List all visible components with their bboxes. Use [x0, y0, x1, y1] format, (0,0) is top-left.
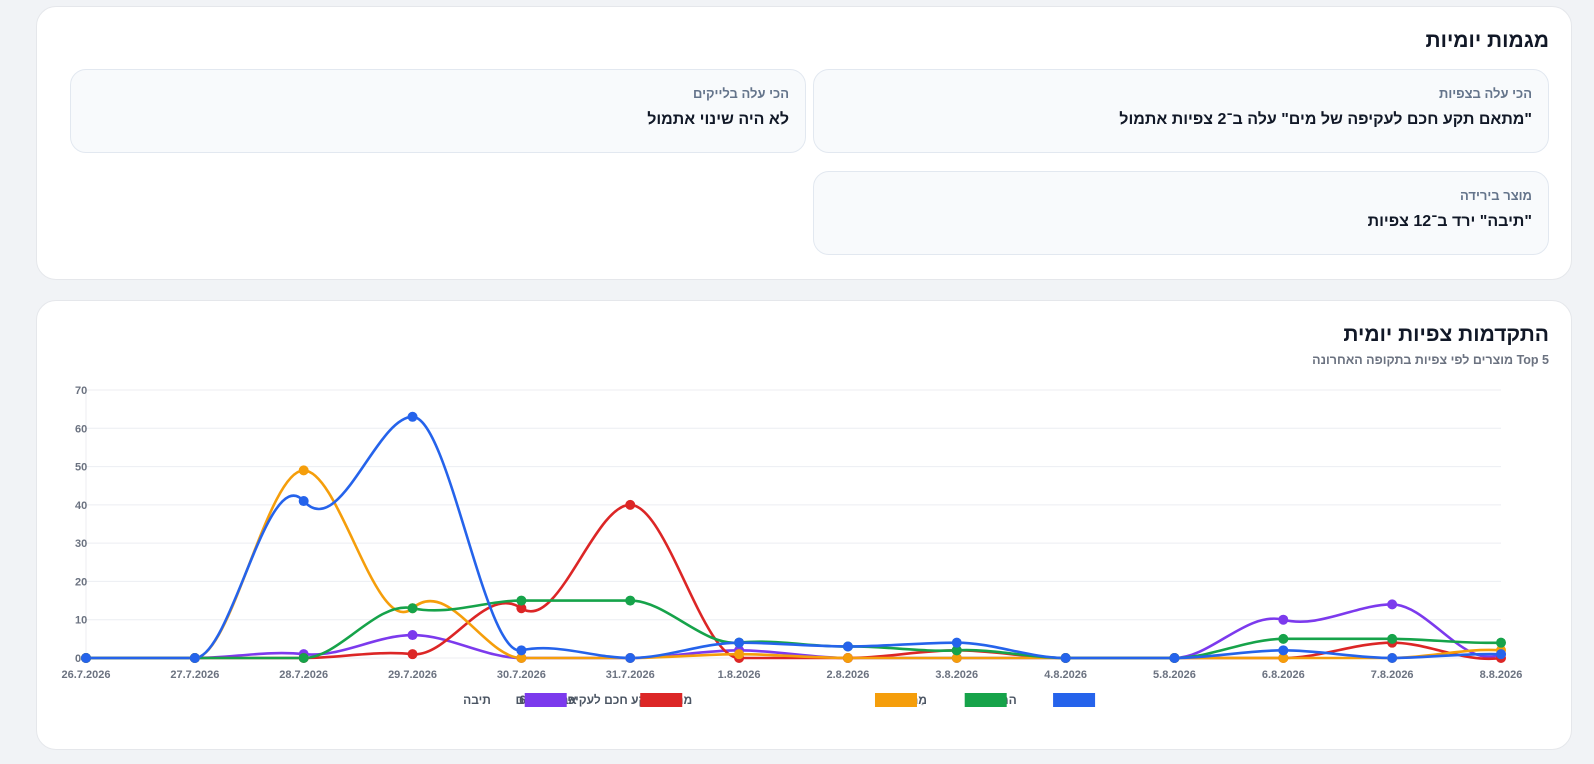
- daily-views-chart-card: התקדמות צפיות יומית Top 5 מוצרים לפי צפי…: [36, 300, 1572, 750]
- y-tick-label: 60: [75, 423, 87, 435]
- x-tick-label: 2.8.2026: [827, 669, 870, 681]
- x-tick-label: 30.7.2026: [497, 669, 546, 681]
- top-views-tile: הכי עלה בצפיות "מתאם תקע חכם לעקיפה של מ…: [813, 69, 1549, 153]
- data-point: [1496, 637, 1506, 648]
- x-tick-label: 8.8.2026: [1480, 669, 1523, 681]
- data-point: [516, 603, 527, 614]
- declining-product-tile: מוצר בירידה "תיבה" ירד ב־12 צפיות: [813, 171, 1549, 255]
- series-line: [86, 599, 1502, 660]
- data-point: [1169, 653, 1180, 663]
- x-tick-label: 6.8.2026: [1262, 669, 1305, 681]
- data-point: [516, 595, 527, 606]
- data-point: [1278, 653, 1289, 663]
- declining-value: "תיבה" ירד ב־12 צפיות: [1367, 213, 1532, 230]
- y-tick-label: 50: [75, 462, 87, 474]
- data-point: [1278, 633, 1289, 644]
- data-point: [298, 653, 309, 663]
- data-point: [842, 653, 853, 663]
- top-views-value: "מתאם תקע חכם לעקיפה של מים" עלה ב־2 צפי…: [1119, 111, 1532, 128]
- top-likes-tile: הכי עלה בלייקים לא היה שינוי אתמול: [70, 69, 806, 153]
- data-point: [1387, 633, 1398, 644]
- data-point: [625, 653, 636, 663]
- data-point: [1496, 649, 1506, 660]
- x-tick-label: 7.8.2026: [1371, 669, 1414, 681]
- legend-swatch: [640, 693, 683, 707]
- data-point: [1060, 653, 1071, 663]
- legend-swatch: [524, 693, 567, 707]
- legend-label: תיבה: [463, 693, 491, 707]
- data-point: [951, 645, 962, 656]
- x-tick-label: 28.7.2026: [279, 669, 328, 681]
- legend-swatch: [1053, 693, 1096, 707]
- declining-label: מוצר בירידה: [1459, 188, 1532, 203]
- y-tick-label: 40: [75, 500, 87, 512]
- x-tick-label: 29.7.2026: [388, 669, 437, 681]
- grid-lines: [85, 389, 1501, 659]
- chart-legend: המנסמַחְבֵּרמתאם תקע חכם לעקיפה של מיםאב…: [463, 693, 1096, 707]
- data-point: [298, 496, 309, 507]
- data-point: [734, 637, 745, 648]
- x-tick-label: 4.8.2026: [1044, 669, 1087, 681]
- views-line-chart: 0 10 20 30 40 50 60 70 26.7.2026 27.7.2026 28.7.20…: [62, 385, 1523, 707]
- data-point: [407, 630, 418, 641]
- legend-swatch: [964, 693, 1007, 707]
- x-tick-label: 27.7.2026: [170, 669, 219, 681]
- data-point: [625, 499, 636, 510]
- daily-trends-card: מגמות יומיות הכי עלה בצפיות "מתאם תקע חכ…: [36, 6, 1572, 280]
- top-likes-label: הכי עלה בלייקים: [693, 86, 789, 101]
- data-point: [516, 653, 527, 663]
- data-point: [516, 645, 527, 656]
- data-point: [625, 595, 636, 606]
- data-point: [81, 653, 91, 663]
- data-point: [1387, 653, 1398, 663]
- series-line: [86, 469, 1502, 660]
- x-tick-label: 31.7.2026: [606, 669, 655, 681]
- data-point: [842, 641, 853, 652]
- y-tick-label: 70: [75, 385, 87, 397]
- data-point: [298, 465, 309, 476]
- data-point: [1278, 614, 1289, 625]
- x-tick-label: 1.8.2026: [718, 669, 761, 681]
- data-point: [1387, 599, 1398, 610]
- x-tick-label: 26.7.2026: [62, 669, 111, 681]
- y-tick-label: 0: [75, 653, 81, 665]
- top-views-label: הכי עלה בצפיות: [1438, 86, 1532, 101]
- y-tick-label: 30: [75, 538, 87, 550]
- top-likes-value: לא היה שינוי אתמול: [647, 111, 789, 128]
- chart-subtitle: Top 5 מוצרים לפי צפיות בתקופה האחרונה: [1312, 353, 1549, 367]
- legend-swatch: [874, 693, 917, 707]
- data-point: [1278, 645, 1289, 656]
- x-tick-label: 5.8.2026: [1153, 669, 1196, 681]
- trends-title: מגמות יומיות: [1425, 29, 1549, 52]
- data-point: [407, 411, 418, 422]
- data-point: [407, 649, 418, 660]
- data-point: [734, 649, 745, 660]
- y-tick-label: 20: [75, 576, 87, 588]
- data-point: [189, 653, 200, 663]
- y-tick-label: 10: [75, 615, 87, 627]
- series-line: [86, 415, 1502, 660]
- data-point: [407, 603, 418, 614]
- chart-title: התקדמות צפיות יומית: [1343, 323, 1549, 346]
- x-tick-label: 3.8.2026: [935, 669, 978, 681]
- data-point: [951, 637, 962, 648]
- data-point: [951, 653, 962, 663]
